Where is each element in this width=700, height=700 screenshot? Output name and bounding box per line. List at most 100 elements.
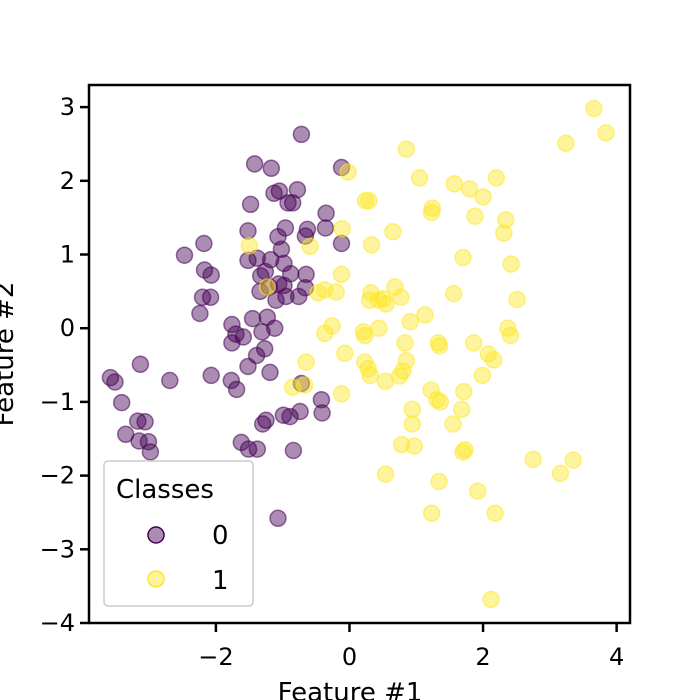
point-class-0-74 [312,390,331,409]
point-class-0-44 [243,309,262,328]
x-tick-label: −2 [198,643,233,671]
data-points [101,99,615,609]
point-class-1-0 [585,99,603,118]
point-class-0-7 [283,194,302,212]
point-class-0-41 [191,304,209,323]
point-class-0-33 [277,287,295,306]
point-class-1-79 [564,451,582,469]
point-class-1-38 [416,306,434,324]
point-class-1-22 [454,248,472,267]
point-class-1-61 [376,372,395,391]
point-class-1-57 [397,351,416,370]
point-class-0-52 [239,357,257,376]
x-axis-ticks: −2 0 2 4 [198,623,624,671]
point-class-1-6 [487,169,506,187]
point-class-0-64 [136,413,154,431]
point-class-1-18 [495,224,513,242]
point-class-1-71 [403,400,422,419]
point-class-1-21 [301,237,319,256]
point-class-0-58 [161,371,179,390]
point-class-0-4 [265,184,283,203]
x-axis-title: Feature #1 [278,678,423,700]
legend-marker-class-1 [147,570,165,588]
point-class-0-53 [261,363,279,382]
point-class-1-37 [377,295,395,313]
point-class-0-62 [112,393,131,412]
point-class-1-69 [431,393,450,411]
point-class-0-66 [130,432,148,450]
point-class-1-85 [486,504,504,522]
point-class-1-32 [508,290,526,309]
point-class-1-33 [392,288,410,307]
point-class-1-82 [430,472,448,491]
point-class-1-19 [362,236,381,254]
point-class-1-72 [444,415,462,433]
point-class-1-23 [502,255,520,273]
point-class-0-56 [227,380,246,399]
point-class-0-26 [297,265,315,284]
point-class-1-73 [403,415,422,433]
point-class-1-13 [422,203,441,222]
point-class-0-2 [262,159,281,178]
point-class-1-70 [452,400,471,419]
legend: Classes 0 1 [103,460,254,607]
point-class-0-13 [276,219,295,237]
point-class-0-38 [289,287,308,306]
point-class-0-80 [269,509,287,528]
point-class-0-18 [195,234,213,253]
point-class-1-14 [466,207,484,225]
point-class-0-16 [316,219,335,237]
point-class-1-46 [501,326,520,345]
point-class-0-10 [241,195,260,214]
legend-box [103,460,254,607]
point-class-0-37 [296,278,315,297]
point-class-1-62 [473,366,492,385]
point-class-1-1 [597,124,615,142]
point-class-1-30 [386,278,404,296]
point-class-1-55 [359,359,377,378]
point-class-0-54 [202,366,220,385]
point-class-1-53 [336,344,354,363]
point-class-1-80 [551,464,570,483]
point-class-1-65 [332,385,351,403]
y-tick-label: 2 [60,167,75,195]
point-class-1-36 [360,291,379,309]
point-class-1-5 [410,169,429,187]
point-class-1-76 [392,435,411,454]
y-axis-ticks: −4 −3 −2 −1 0 1 2 3 [40,93,89,637]
point-class-1-24 [332,265,351,284]
point-class-0-9 [317,204,335,222]
point-class-0-47 [253,323,271,341]
x-tick-label: 2 [475,643,490,671]
point-class-0-1 [245,155,264,173]
legend-label-class-0: 0 [212,521,229,551]
point-class-0-19 [175,246,194,264]
point-class-0-30 [202,266,220,284]
point-class-1-17 [384,222,402,241]
point-class-0-40 [201,288,220,307]
point-class-1-31 [444,284,463,303]
point-class-1-58 [361,366,379,385]
point-class-1-84 [422,504,441,522]
y-tick-label: 1 [60,241,75,269]
point-class-0-70 [253,415,272,433]
point-class-1-77 [405,437,424,455]
point-class-0-0 [292,125,311,144]
point-class-1-64 [295,376,314,394]
point-class-1-52 [484,351,503,369]
point-class-1-25 [258,278,277,296]
point-class-0-5 [288,180,307,199]
point-class-0-71 [274,406,293,424]
point-class-1-49 [464,334,483,352]
point-class-0-72 [281,407,299,426]
point-class-0-73 [291,402,309,421]
point-class-1-39 [401,312,420,331]
point-class-0-68 [141,443,160,461]
point-class-1-20 [240,236,259,255]
point-class-0-24 [275,254,293,273]
point-class-1-16 [333,219,351,238]
point-class-1-4 [339,163,357,181]
point-class-1-56 [297,353,315,371]
point-class-0-42 [223,315,241,334]
